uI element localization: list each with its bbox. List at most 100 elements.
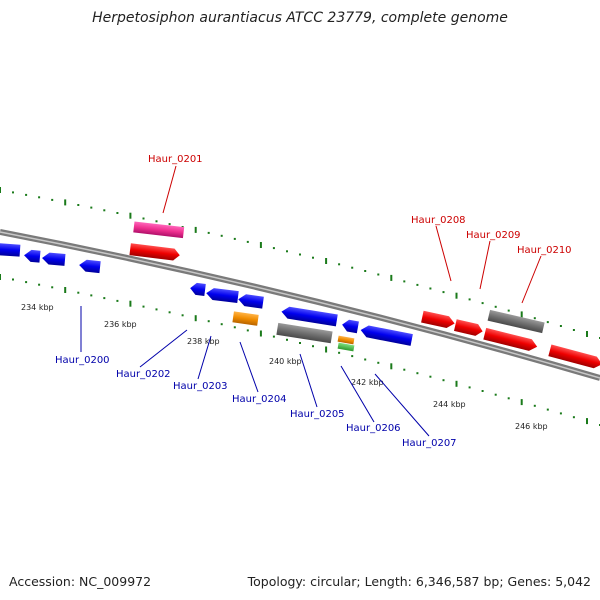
gene-haur-0200-arrow[interactable] [79, 259, 101, 274]
major-tick [390, 363, 393, 370]
gene-label-haur-0208[interactable]: Haur_0208 [411, 215, 466, 226]
gene-haur-0209-arrow[interactable] [453, 319, 484, 337]
gene-haur-0209b-arrow[interactable] [483, 327, 538, 353]
minor-tick [468, 298, 471, 301]
minor-tick [233, 326, 236, 329]
minor-tick [207, 320, 210, 323]
major-tick [259, 330, 262, 337]
gene-haur-0206-arrow[interactable] [341, 319, 359, 334]
minor-tick [572, 329, 575, 331]
minor-tick [246, 240, 249, 243]
gene-reverse-arrow[interactable] [24, 249, 41, 263]
gene-haur-0203-arrow[interactable] [206, 287, 239, 304]
major-tick [325, 258, 328, 264]
major-tick [0, 187, 1, 193]
gene-label-haur-0207[interactable]: Haur_0207 [402, 438, 457, 449]
leader-line [340, 365, 375, 423]
major-tick [586, 418, 588, 425]
minor-tick [116, 299, 119, 302]
scale-label: 240 kbp [269, 357, 302, 366]
genome-title: Herpetosiphon aurantiacus ATCC 23779, co… [92, 10, 508, 26]
major-tick [129, 212, 132, 219]
minor-tick [155, 220, 158, 223]
major-tick [129, 300, 132, 307]
leader-line [435, 225, 452, 282]
minor-tick [38, 283, 41, 286]
minor-tick [403, 280, 406, 283]
gene-label-haur-0201[interactable]: Haur_0201 [148, 154, 203, 165]
minor-tick [299, 253, 301, 256]
gene-haur-0210-gray[interactable] [487, 309, 545, 334]
gene-label-haur-0209[interactable]: Haur_0209 [466, 230, 521, 241]
minor-tick [272, 247, 275, 250]
major-tick [194, 315, 197, 322]
leader-line [139, 329, 188, 368]
minor-tick [116, 212, 119, 214]
gene-haur-0207-arrow[interactable] [360, 324, 413, 346]
minor-tick [416, 372, 419, 375]
minor-tick [286, 338, 288, 341]
minor-tick [546, 408, 549, 411]
reverse-tick-track [0, 274, 600, 426]
major-tick [194, 226, 197, 233]
scale-label: 244 kbp [433, 400, 466, 409]
minor-tick [351, 355, 354, 358]
minor-tick [272, 335, 275, 338]
minor-tick [338, 263, 341, 266]
minor-tick [12, 278, 14, 281]
minor-tick [468, 386, 471, 389]
gene-haur-0201-arrow[interactable] [129, 243, 180, 261]
gene-label-haur-0200[interactable]: Haur_0200 [55, 355, 110, 366]
minor-tick [429, 375, 432, 378]
accession-text: Accession: NC_009972 [9, 574, 152, 589]
leader-line [239, 341, 259, 393]
minor-tick [377, 361, 380, 364]
major-tick [455, 380, 458, 387]
gene-haur-0210-arrow[interactable] [548, 344, 600, 370]
minor-tick [38, 196, 41, 199]
major-tick [390, 274, 393, 281]
minor-tick [51, 286, 54, 289]
minor-tick [559, 325, 562, 327]
minor-tick [546, 321, 549, 324]
minor-tick [51, 198, 54, 201]
minor-tick [494, 305, 497, 308]
gene-haur-0205-gray[interactable] [276, 322, 333, 344]
gene-haur-0204-orange[interactable] [232, 311, 259, 326]
minor-tick [246, 329, 249, 332]
gene-label-haur-0210[interactable]: Haur_0210 [517, 245, 572, 256]
scale-label: 234 kbp [21, 303, 54, 312]
minor-tick [286, 250, 288, 253]
minor-tick [142, 217, 145, 220]
gene-reverse-arrow[interactable] [42, 252, 66, 266]
gene-haur-0202-arrow[interactable] [189, 282, 206, 296]
gene-haur-0206-green[interactable] [337, 342, 355, 352]
minor-tick [442, 291, 445, 294]
gene-label-haur-0203[interactable]: Haur_0203 [173, 381, 228, 392]
gene-label-haur-0202[interactable]: Haur_0202 [116, 369, 171, 380]
gene-haur-0206-orange[interactable] [337, 335, 355, 345]
major-tick [455, 292, 458, 299]
genome-backbone-highlight [0, 231, 600, 379]
major-tick [0, 274, 1, 280]
gene-haur-0201-pink[interactable] [133, 221, 185, 239]
minor-tick [220, 234, 223, 237]
gene-reverse-arrow[interactable] [0, 242, 21, 257]
minor-tick [338, 351, 341, 354]
leader-line [197, 335, 212, 380]
gene-haur-0204-arrow[interactable] [237, 293, 264, 309]
major-tick [259, 242, 262, 248]
leader-line [521, 255, 542, 304]
gene-haur-0208-arrow[interactable] [421, 310, 456, 330]
minor-tick [403, 368, 406, 371]
minor-tick [233, 237, 236, 240]
gene-label-haur-0205[interactable]: Haur_0205 [290, 409, 345, 420]
gene-haur-0205-arrow[interactable] [281, 306, 338, 327]
minor-tick [25, 281, 28, 284]
leader-line [374, 373, 430, 437]
gene-label-haur-0204[interactable]: Haur_0204 [232, 394, 287, 405]
minor-tick [507, 309, 510, 312]
gene-label-haur-0206[interactable]: Haur_0206 [346, 423, 401, 434]
minor-tick [572, 416, 575, 419]
